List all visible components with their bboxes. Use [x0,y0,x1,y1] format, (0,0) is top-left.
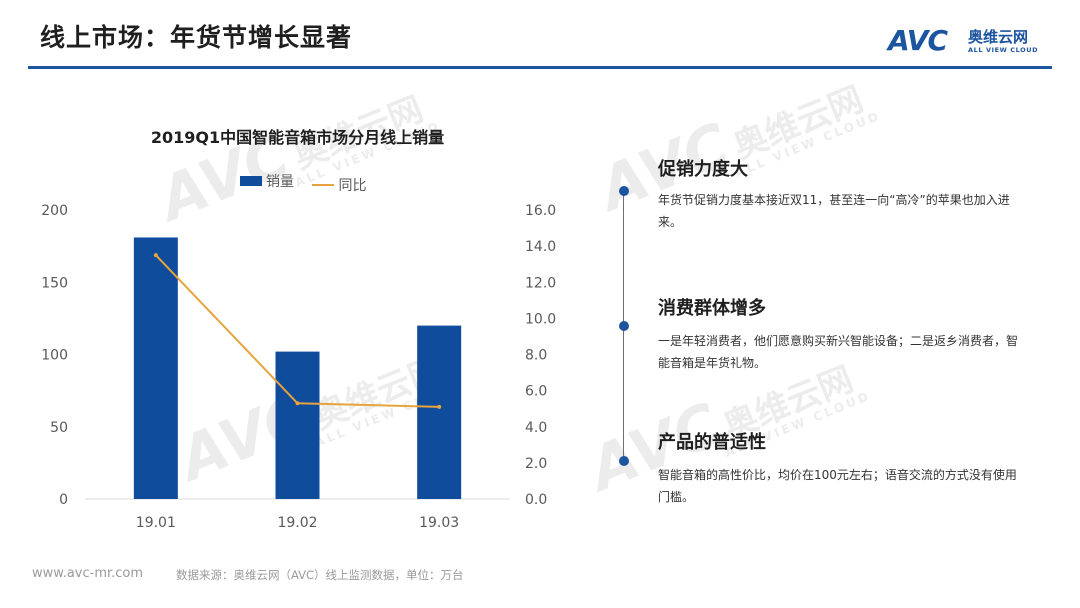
legend-label-yoy: 同比 [338,178,367,194]
point-heading: 产品的普适性 [658,432,766,453]
legend-item-yoy: 同比 [312,175,366,195]
y-right-tick-label: 8.0 [525,348,547,364]
y-left-tick-label: 50 [50,420,68,436]
legend-swatch-bar [240,176,262,186]
y-right-tick-label: 14.0 [525,239,556,255]
logo-cn: 奥维云网 [968,28,1029,46]
y-right-tick-label: 2.0 [525,456,547,472]
timeline-dot [619,456,629,466]
y-right-tick-label: 16.0 [525,203,556,219]
y-right-tick-label: 0.0 [525,492,547,508]
point-heading: 消费群体增多 [658,298,766,319]
footer-url: www.avc-mr.com [32,566,144,581]
y-right-tick-label: 4.0 [525,420,547,436]
timeline-dot [619,186,629,196]
footer-source: 数据来源：奥维云网（AVC）线上监测数据，单位：万台 [176,568,464,582]
y-right-tick-label: 6.0 [525,384,547,400]
yoy-point [153,253,158,258]
legend-item-sales: 销量 [240,171,294,191]
timeline-dot [619,321,629,331]
legend-label-sales: 销量 [266,174,294,190]
page-title: 线上市场：年货节增长显著 [40,23,353,52]
logo-en: ALL VIEW CLOUD [968,46,1039,54]
point-body: 年货节促销力度基本接近双11，甚至连一向“高冷”的苹果也加入进来。 [658,193,1010,229]
x-tick-label: 19.01 [136,515,176,531]
y-left-tick-label: 100 [41,348,68,364]
legend-swatch-line [312,184,335,186]
avc-logo: AVC 奥维云网 ALL VIEW CLOUD [888,24,1058,58]
yoy-point [295,401,300,406]
point-heading: 促销力度大 [658,159,748,180]
chart-title: 2019Q1中国智能音箱市场分月线上销量 [150,128,445,147]
y-left-tick-label: 0 [59,492,68,508]
yoy-point [437,404,442,409]
x-tick-label: 19.02 [277,515,317,531]
title-divider [28,66,1052,69]
y-right-tick-label: 12.0 [525,275,556,291]
point-body: 一是年轻消费者，他们愿意购买新兴智能设备；二是返乡消费者，智能音箱是年货礼物。 [658,334,1019,370]
x-tick-label: 19.03 [419,515,459,531]
y-right-tick-label: 10.0 [525,311,556,327]
bar-19.02 [275,351,320,499]
y-left-tick-label: 150 [41,275,68,291]
point-body: 智能音箱的高性价比，均价在100元左右；语音交流的方式没有使用门槛。 [658,468,1017,504]
bar-19.03 [417,325,462,499]
y-left-tick-label: 200 [41,203,68,219]
bar-19.01 [133,237,178,499]
logo-mark: AVC [888,24,948,57]
chart-legend: 销量 同比 [240,171,380,195]
